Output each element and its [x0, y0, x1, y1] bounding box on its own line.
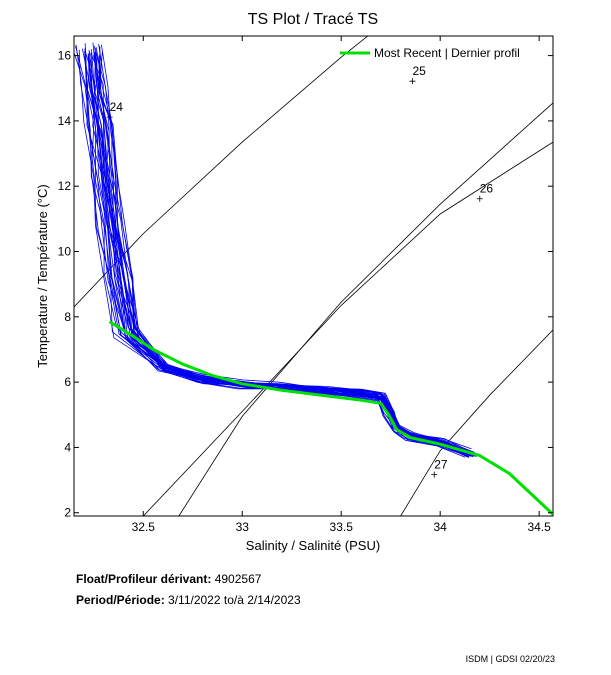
- y-tick-label: 10: [58, 245, 72, 259]
- x-tick-label: 34: [433, 520, 447, 534]
- sigma-label-27: 27: [434, 458, 448, 472]
- sigma-marker-26: [476, 195, 483, 202]
- y-tick-label: 4: [64, 440, 71, 454]
- y-tick-label: 2: [64, 506, 71, 520]
- period-label: Period/Période:: [76, 593, 165, 607]
- sigma-marker-24: [106, 114, 113, 121]
- period-end: 2/14/2023: [247, 593, 301, 607]
- float-id: 4902567: [214, 572, 262, 586]
- density-contour-25: [178, 102, 553, 516]
- historical-profile: [98, 43, 471, 457]
- density-contour-27: [400, 329, 553, 516]
- x-tick-label: 33.5: [330, 520, 354, 534]
- x-tick-label: 34.5: [527, 520, 551, 534]
- x-tick-label: 33: [236, 520, 250, 534]
- sigma-marker-25: [409, 78, 416, 85]
- sigma-label-26: 26: [480, 182, 494, 196]
- y-axis-label: Temperature / Température (°C): [35, 184, 50, 367]
- x-axis-ticks: 32.5 33 33.5 34 34.5: [132, 36, 551, 534]
- x-tick-label: 32.5: [132, 520, 156, 534]
- y-tick-label: 8: [64, 310, 71, 324]
- sigma-label-24: 24: [110, 100, 124, 114]
- chart-title: TS Plot / Tracé TS: [248, 11, 378, 28]
- period-sep: to/à: [223, 593, 244, 607]
- y-tick-label: 16: [58, 49, 72, 63]
- y-tick-label: 14: [58, 114, 72, 128]
- legend-label: Most Recent | Dernier profil: [374, 46, 520, 60]
- plot-frame: [73, 35, 554, 517]
- legend: Most Recent | Dernier profil: [340, 46, 520, 60]
- float-info: Float/Profileur dérivant: 4902567: [76, 572, 261, 586]
- density-contour-26: [143, 141, 553, 516]
- sigma-label-25: 25: [412, 64, 426, 78]
- period-info: Period/Période: 3/11/2022 to/à 2/14/2023: [76, 593, 301, 607]
- recent-profile-group: [108, 320, 553, 516]
- sigma-labels: 24 25 26 27: [106, 64, 494, 478]
- x-axis-label: Salinity / Salinité (PSU): [246, 538, 380, 553]
- recent-profile-line: [108, 320, 553, 516]
- historical-profile: [75, 46, 466, 458]
- period-start: 3/11/2022: [168, 593, 221, 607]
- y-tick-label: 6: [64, 375, 71, 389]
- sigma-marker-27: [431, 471, 438, 478]
- float-label: Float/Profileur dérivant:: [76, 572, 212, 586]
- footer-credit: ISDM | GDSI 02/20/23: [465, 654, 555, 664]
- y-tick-label: 12: [58, 179, 72, 193]
